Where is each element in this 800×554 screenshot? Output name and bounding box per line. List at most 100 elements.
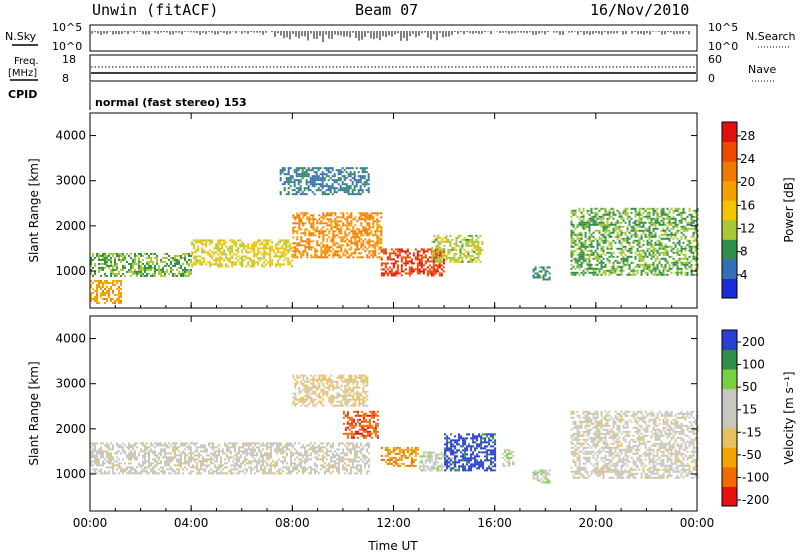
scatter-cell — [152, 444, 154, 447]
scatter-cell — [132, 262, 134, 265]
scatter-cell — [674, 261, 677, 264]
scatter-cell — [297, 191, 300, 194]
scatter-cell — [592, 269, 595, 272]
scatter-cell — [182, 256, 184, 259]
scatter-cell — [650, 243, 653, 246]
scatter-cell — [674, 251, 677, 254]
scatter-cell — [124, 450, 126, 453]
scatter-cell — [342, 458, 344, 461]
scatter-cell — [582, 213, 585, 216]
scatter-cell — [614, 227, 617, 230]
scatter-cell — [244, 472, 246, 475]
scatter-cell — [142, 462, 144, 465]
scatter-cell — [453, 242, 456, 245]
scatter-cell — [596, 211, 599, 214]
scatter-cell — [590, 235, 593, 238]
scatter-cell — [108, 454, 110, 457]
scatter-cell — [282, 466, 284, 469]
scatter-cell — [586, 237, 589, 240]
scatter-cell — [331, 179, 334, 182]
scatter-cell — [174, 272, 176, 275]
scatter-cell — [132, 270, 134, 273]
scatter-cell — [188, 460, 190, 463]
scatter-cell — [602, 217, 605, 220]
scatter-cell — [226, 448, 228, 451]
scatter-cell — [108, 294, 110, 297]
scatter-cell — [684, 237, 687, 240]
scatter-cell — [114, 302, 116, 305]
scatter-cell — [610, 243, 613, 246]
scatter-cell — [276, 464, 278, 467]
scatter-cell — [321, 171, 324, 174]
scatter-cell — [323, 193, 326, 196]
scatter-cell — [110, 252, 112, 255]
scatter-cell — [364, 218, 367, 221]
scatter-cell — [164, 272, 166, 275]
scatter-cell — [590, 239, 593, 242]
scatter-cell — [548, 276, 551, 279]
scatter-cell — [96, 252, 98, 255]
scatter-cell — [124, 258, 126, 261]
scatter-cell — [356, 466, 358, 469]
scatter-cell — [326, 452, 328, 455]
scatter-cell — [694, 239, 697, 242]
freq-label: Freq. — [14, 56, 39, 67]
scatter-cell — [208, 472, 210, 475]
scatter-cell — [225, 255, 228, 258]
scatter-cell — [340, 232, 343, 235]
scatter-cell — [193, 245, 196, 248]
scatter-cell — [320, 220, 323, 223]
scatter-cell — [247, 257, 250, 260]
scatter-cell — [594, 255, 597, 258]
scatter-cell — [208, 442, 210, 445]
scatter-cell — [536, 274, 539, 277]
scatter-cell — [120, 292, 122, 295]
scatter-cell — [392, 252, 395, 255]
scatter-cell — [656, 207, 659, 210]
scatter-cell — [618, 269, 621, 272]
scatter-cell — [239, 257, 242, 260]
colorbar-segment — [722, 200, 737, 221]
scatter-cell — [152, 470, 154, 473]
scatter-cell — [638, 241, 641, 244]
scatter-cell — [696, 239, 699, 242]
scatter-cell — [100, 472, 102, 475]
scatter-cell — [184, 462, 186, 465]
scatter-cell — [620, 237, 623, 240]
scatter-cell — [335, 179, 338, 182]
scatter-cell — [106, 256, 108, 259]
scatter-cell — [226, 472, 228, 475]
scatter-cell — [372, 220, 375, 223]
scatter-cell — [612, 213, 615, 216]
nsearch-tick-top: 10^5 — [708, 21, 738, 34]
scatter-cell — [90, 460, 92, 463]
scatter-cell — [211, 241, 214, 244]
scatter-cell — [280, 452, 282, 455]
scatter-cell — [184, 454, 186, 457]
scatter-cell — [295, 193, 298, 196]
scatter-cell — [144, 252, 146, 255]
scatter-cell — [338, 444, 340, 447]
scatter-cell — [598, 223, 601, 226]
scatter-cell — [592, 221, 595, 224]
scatter-cell — [300, 458, 302, 461]
scatter-cell — [271, 249, 274, 252]
scatter-cell — [172, 456, 174, 459]
scatter-cell — [412, 254, 415, 257]
scatter-cell — [664, 265, 667, 268]
scatter-cell — [136, 262, 138, 265]
scatter-cell — [362, 218, 365, 221]
scatter-cell — [365, 171, 368, 174]
scatter-cell — [316, 470, 318, 473]
scatter-cell — [630, 217, 633, 220]
scatter-cell — [546, 278, 549, 281]
scatter-cell — [108, 470, 110, 473]
scatter-cell — [672, 209, 675, 212]
scatter-cell — [471, 250, 474, 253]
scatter-cell — [534, 268, 537, 271]
scatter-cell — [182, 252, 184, 255]
scatter-cell — [236, 464, 238, 467]
scatter-cell — [263, 265, 266, 268]
scatter-cell — [258, 458, 260, 461]
scatter-cell — [319, 167, 322, 170]
